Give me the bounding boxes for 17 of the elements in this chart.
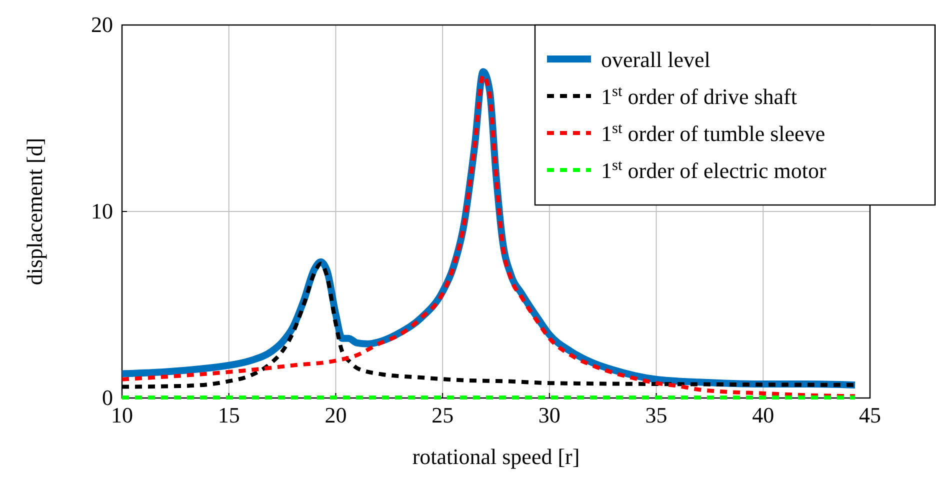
legend-label: 1$^{st}$ order of drive shaft xyxy=(601,82,797,109)
x-tick-label: 45 xyxy=(859,402,881,428)
legend-label: 1$^{st}$ order of tumble sleeve xyxy=(601,120,826,146)
x-tick-label: 35 xyxy=(645,402,668,428)
legend-label: 1$^{st}$ order of electric motor xyxy=(601,156,827,183)
y-axis-title: displacement [d] xyxy=(22,138,47,286)
x-tick-label: 15 xyxy=(218,402,240,428)
y-tick-label: 10 xyxy=(91,198,113,224)
y-tick-label: 0 xyxy=(102,385,113,410)
legend-label: overall level xyxy=(601,47,710,72)
x-tick-label: 30 xyxy=(538,402,560,428)
x-tick-label: 10 xyxy=(111,402,133,428)
x-tick-label: 25 xyxy=(432,402,454,428)
x-tick-label: 40 xyxy=(752,402,774,428)
x-axis-title: rotational speed [r] xyxy=(412,444,580,469)
x-tick-label: 20 xyxy=(324,402,347,428)
y-tick-label: 20 xyxy=(91,12,113,38)
